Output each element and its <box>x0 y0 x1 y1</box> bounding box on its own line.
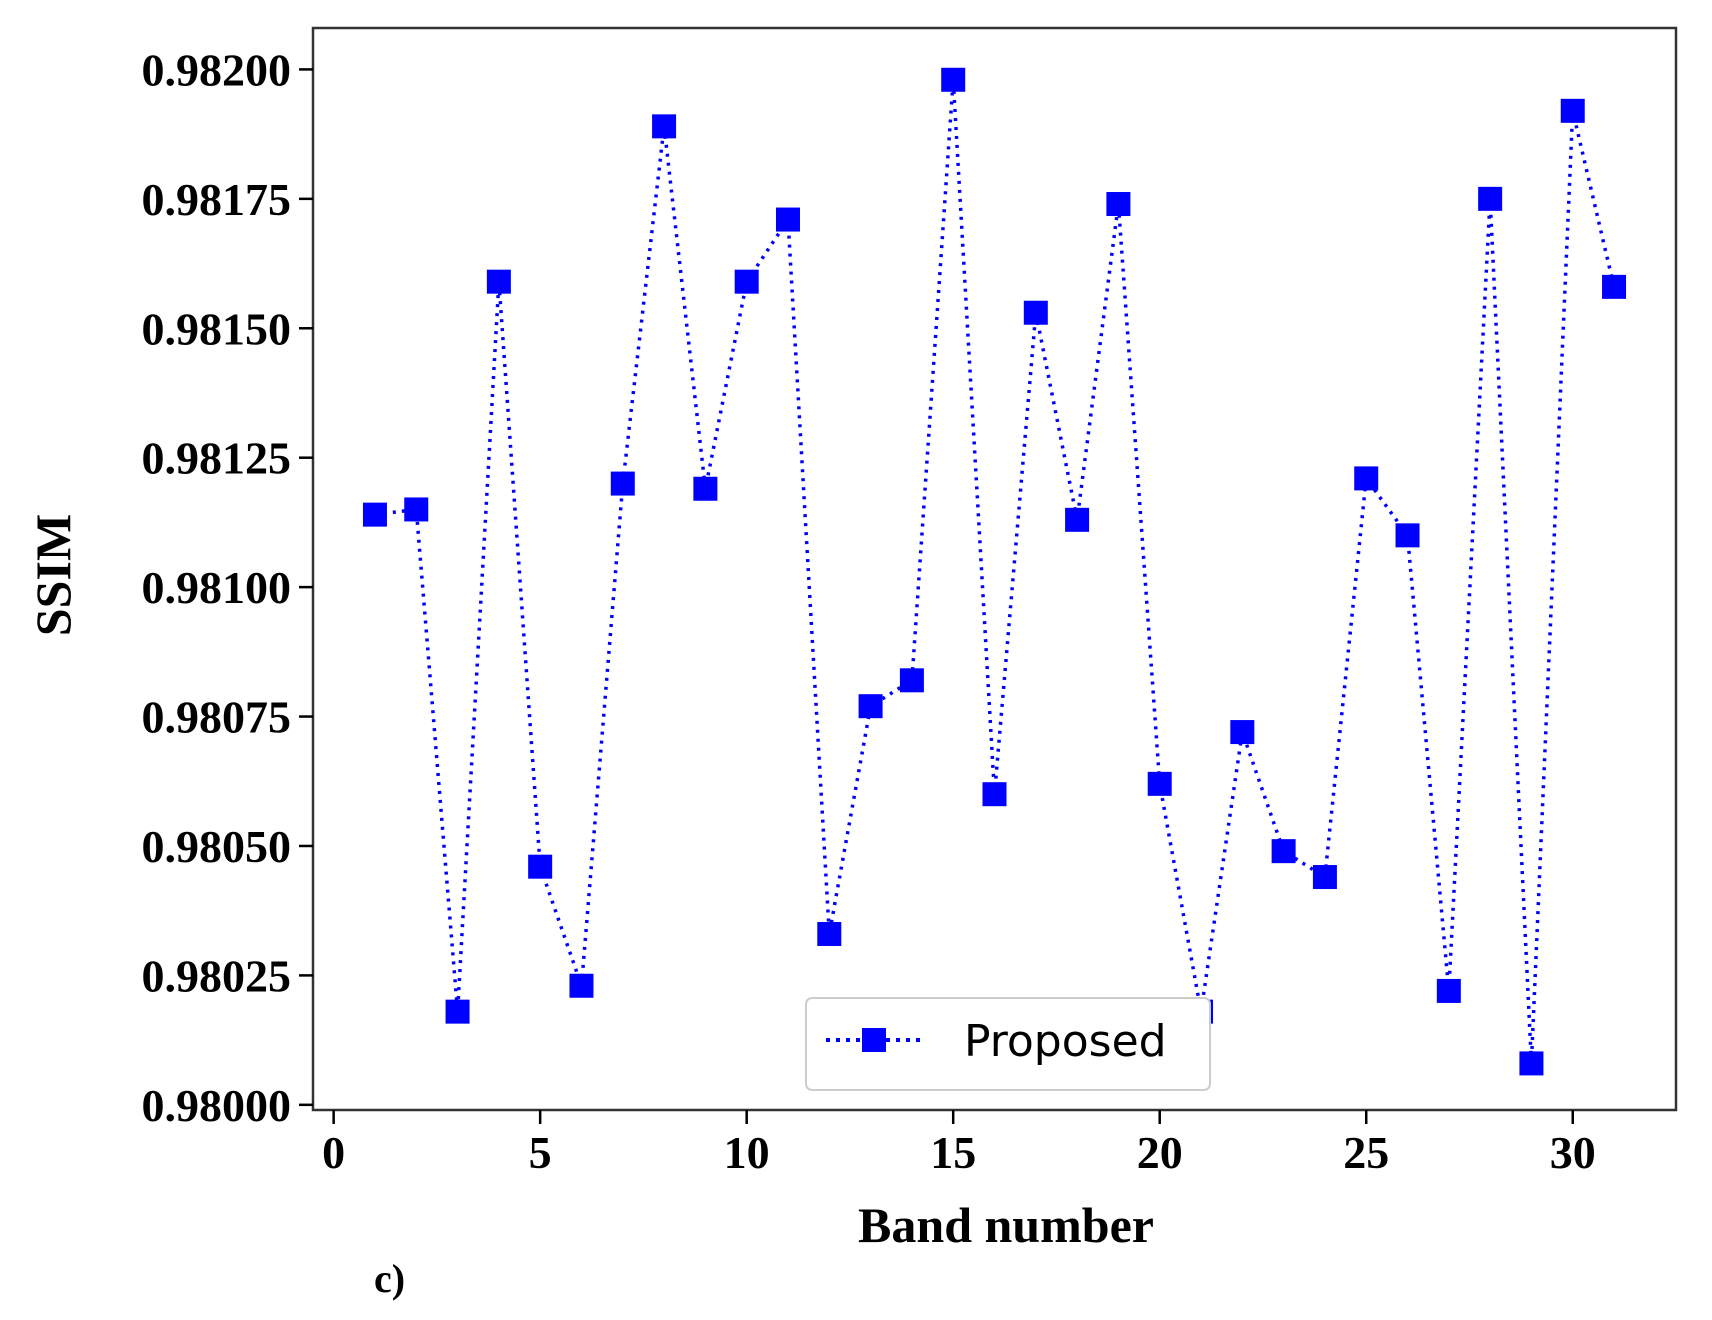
data-point <box>1023 300 1048 325</box>
x-tick-label: 0 <box>322 1127 345 1178</box>
data-point <box>1560 98 1585 123</box>
x-axis-ticks: 0 5 10 15 20 25 30 <box>322 1110 1596 1178</box>
data-point <box>693 476 718 501</box>
data-point <box>404 497 429 522</box>
data-point <box>1395 523 1420 548</box>
x-tick-label: 20 <box>1137 1127 1183 1178</box>
data-point <box>1065 507 1090 532</box>
data-point <box>610 471 635 496</box>
data-point <box>362 502 387 527</box>
y-tick-label: 0.98175 <box>142 174 292 225</box>
data-point <box>1354 466 1379 491</box>
y-tick-label: 0.98100 <box>142 562 292 613</box>
data-point <box>1478 186 1503 211</box>
x-tick-label: 5 <box>529 1127 552 1178</box>
x-axis-title: Band number <box>858 1197 1154 1253</box>
data-point <box>941 67 966 92</box>
data-point <box>569 973 594 998</box>
legend-marker <box>862 1028 886 1052</box>
data-point <box>899 668 924 693</box>
data-point <box>528 854 553 879</box>
series-layer <box>362 67 1627 1076</box>
x-tick-label: 30 <box>1550 1127 1596 1178</box>
y-tick-label: 0.98050 <box>142 821 292 872</box>
data-point <box>1312 865 1337 890</box>
data-point <box>1147 771 1172 796</box>
y-tick-label: 0.98200 <box>142 44 292 95</box>
data-point <box>1271 839 1296 864</box>
data-point <box>982 782 1007 807</box>
data-point <box>1106 192 1131 217</box>
data-point <box>734 269 759 294</box>
legend-label: Proposed <box>964 1016 1167 1067</box>
legend: Proposed <box>805 997 1211 1091</box>
data-point <box>775 207 800 232</box>
data-point <box>1602 274 1627 299</box>
legend-box <box>805 997 1211 1091</box>
data-point <box>817 921 842 946</box>
y-axis-ticks: 0.98000 0.98025 0.98050 0.98075 0.98100 0.981… <box>142 44 313 1131</box>
x-tick-label: 15 <box>930 1127 976 1178</box>
data-point <box>486 269 511 294</box>
data-point <box>1230 720 1255 745</box>
data-point <box>1436 978 1461 1003</box>
data-point <box>652 114 677 139</box>
data-point <box>445 999 470 1024</box>
y-tick-label: 0.98150 <box>142 303 292 354</box>
x-tick-label: 10 <box>724 1127 770 1178</box>
plot-area <box>311 26 1678 1112</box>
y-tick-label: 0.98125 <box>142 433 292 484</box>
data-point <box>858 694 883 719</box>
data-point <box>1519 1051 1544 1076</box>
panel-label: c) <box>374 1256 405 1301</box>
y-tick-label: 0.98025 <box>142 950 292 1001</box>
y-axis-title: SSIM <box>25 514 81 636</box>
x-tick-label: 25 <box>1343 1127 1389 1178</box>
y-tick-label: 0.98075 <box>142 692 292 743</box>
y-tick-label: 0.98000 <box>142 1080 292 1131</box>
